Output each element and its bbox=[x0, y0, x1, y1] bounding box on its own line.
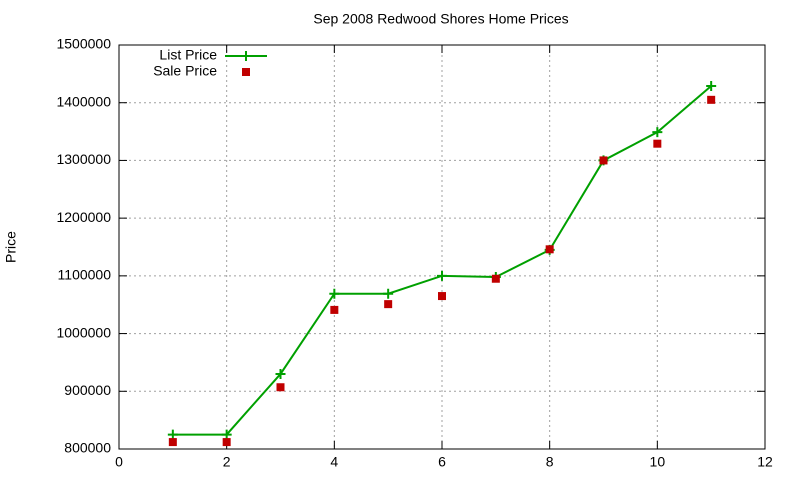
point bbox=[383, 288, 394, 299]
y-tick-label: 1500000 bbox=[56, 36, 111, 52]
y-tick-label: 1100000 bbox=[58, 267, 112, 283]
x-tick-label: 6 bbox=[438, 454, 446, 470]
y-tick-label: 1000000 bbox=[56, 324, 111, 340]
point bbox=[168, 438, 177, 447]
y-tick-label: 800000 bbox=[64, 440, 111, 456]
legend-label: Sale Price bbox=[153, 63, 217, 79]
point bbox=[706, 80, 717, 91]
x-tick-label: 4 bbox=[330, 454, 338, 470]
point bbox=[167, 429, 178, 440]
y-tick-label: 1200000 bbox=[56, 209, 111, 225]
x-tick-label: 8 bbox=[546, 454, 554, 470]
plot-frame bbox=[118, 44, 766, 450]
chart-title: Sep 2008 Redwood Shores Home Prices bbox=[313, 11, 568, 27]
y-axis-label: Price bbox=[3, 231, 19, 263]
point bbox=[329, 288, 340, 299]
point bbox=[653, 139, 662, 148]
point bbox=[438, 292, 446, 301]
point bbox=[275, 368, 286, 379]
x-tick-label: 12 bbox=[757, 454, 773, 470]
point bbox=[652, 127, 663, 138]
point bbox=[545, 245, 554, 254]
point bbox=[221, 429, 232, 440]
x-tick-label: 10 bbox=[650, 454, 666, 470]
point bbox=[276, 383, 285, 392]
legend-label: List Price bbox=[159, 47, 217, 63]
y-tick-label: 900000 bbox=[64, 382, 111, 398]
legend-marker bbox=[241, 51, 251, 61]
point bbox=[707, 95, 716, 104]
legend-marker bbox=[242, 68, 250, 76]
point bbox=[491, 274, 500, 283]
point bbox=[330, 305, 339, 314]
point bbox=[599, 156, 608, 165]
point bbox=[222, 438, 231, 447]
point bbox=[384, 300, 393, 309]
point bbox=[437, 270, 447, 281]
y-tick-label: 1400000 bbox=[56, 93, 111, 109]
x-tick-label: 2 bbox=[223, 454, 231, 470]
x-tick-label: 0 bbox=[115, 454, 123, 470]
y-tick-label: 1300000 bbox=[56, 151, 111, 167]
